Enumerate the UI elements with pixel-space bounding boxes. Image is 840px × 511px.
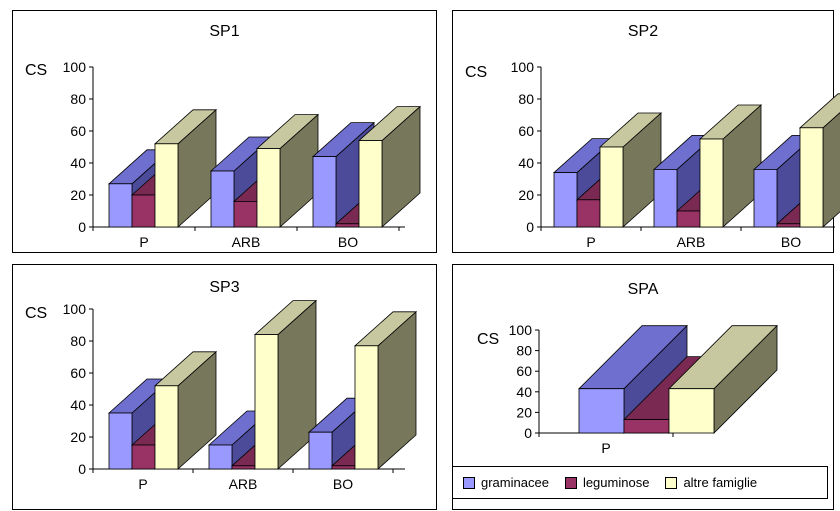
chart-title: SPA xyxy=(627,281,659,298)
y-tick-label: 60 xyxy=(516,363,532,379)
chart-sp3: 0 20 40 60 80 100 P ARB BO xyxy=(63,299,418,492)
bar-front xyxy=(653,168,678,228)
legend-swatch xyxy=(463,476,475,489)
legend-label: graminacee xyxy=(481,475,549,490)
bar-front xyxy=(354,345,379,470)
bar-front xyxy=(256,148,281,228)
bar-front xyxy=(599,146,624,228)
bar-altre-famiglie-arb xyxy=(255,113,320,228)
y-tick-label: 100 xyxy=(63,59,87,75)
chart-title: SP3 xyxy=(209,279,240,296)
bar-front xyxy=(254,334,279,470)
x-tick-label: P xyxy=(138,476,147,492)
bar-front xyxy=(578,388,625,434)
legend-item-altre-famiglie: altre famiglie xyxy=(665,475,757,490)
y-tick-label: 0 xyxy=(78,219,86,235)
bar-altre-famiglie-bo xyxy=(353,310,418,470)
bar-front xyxy=(308,431,333,470)
y-tick-label: 80 xyxy=(518,91,534,107)
bar-front xyxy=(358,140,383,228)
y-tick-label: 20 xyxy=(516,404,532,420)
bar-front xyxy=(208,444,233,470)
bar-front xyxy=(553,172,578,228)
bar-front xyxy=(776,223,801,228)
bar-front xyxy=(331,465,356,470)
y-axis-label: CS xyxy=(477,331,500,348)
bar-front xyxy=(668,388,715,434)
chart-spa: 0 20 40 60 80 100 P xyxy=(509,322,778,456)
y-axis-label: CS xyxy=(465,64,488,81)
chart-panel-sp3: SP3 CS 0 20 40 60 80 100 P ARB BO xyxy=(12,264,437,510)
bar-front xyxy=(108,412,133,470)
y-tick-label: 40 xyxy=(516,384,532,400)
chart-panel-sp2: SP2 CS 0 20 40 60 80 100 P ARB BO xyxy=(452,10,840,253)
bar-altre-famiglie-p xyxy=(153,350,218,470)
bar-front xyxy=(131,194,156,228)
x-tick-label: BO xyxy=(338,234,358,250)
bar-front xyxy=(676,210,701,228)
y-tick-label: 0 xyxy=(78,461,86,477)
x-tick-label: P xyxy=(601,440,610,456)
chart-panel-sp1: SP1 CS 0 20 40 60 80 100 P ARB BO xyxy=(12,10,437,253)
bar-altre-famiglie-bo xyxy=(798,93,840,228)
y-tick-label: 80 xyxy=(70,333,86,349)
chart-legend: graminacee leguminose altre famiglie xyxy=(452,466,828,499)
chart-sp1: 0 20 40 60 80 100 P ARB BO xyxy=(63,59,422,250)
bar-altre-famiglie-arb xyxy=(253,299,318,470)
bar-front xyxy=(231,465,256,470)
bar-altre-famiglie-p xyxy=(153,108,218,228)
bar-front xyxy=(154,143,179,228)
y-tick-label: 100 xyxy=(63,301,87,317)
x-tick-label: BO xyxy=(333,476,353,492)
legend-item-leguminose: leguminose xyxy=(564,475,650,490)
bar-altre-famiglie-bo xyxy=(357,105,422,228)
x-tick-label: ARB xyxy=(232,234,261,250)
legend-item-graminacee: graminacee xyxy=(463,475,549,490)
y-tick-label: 20 xyxy=(70,429,86,445)
bar-front xyxy=(335,223,360,228)
y-tick-label: 100 xyxy=(509,322,533,338)
chart-title: SP1 xyxy=(209,23,240,40)
y-tick-label: 80 xyxy=(70,91,86,107)
bar-altre-famiglie-p xyxy=(668,324,778,434)
y-axis-label: CS xyxy=(25,305,48,322)
x-tick-label: BO xyxy=(781,234,801,250)
bar-altre-famiglie-arb xyxy=(698,104,763,228)
bar-front xyxy=(623,419,670,434)
y-axis-label: CS xyxy=(25,62,48,79)
bar-front xyxy=(699,138,724,228)
bar-front xyxy=(576,199,601,228)
y-tick-label: 100 xyxy=(511,59,535,75)
y-tick-label: 60 xyxy=(70,365,86,381)
x-tick-label: ARB xyxy=(229,476,258,492)
y-tick-label: 80 xyxy=(516,343,532,359)
y-tick-label: 60 xyxy=(70,123,86,139)
y-tick-label: 20 xyxy=(70,187,86,203)
legend-swatch xyxy=(564,476,577,489)
chart-title: SP2 xyxy=(627,23,659,40)
bar-front xyxy=(210,170,235,228)
bar-front xyxy=(108,183,133,228)
bar-front xyxy=(131,444,156,470)
legend-swatch xyxy=(665,476,678,489)
bar-front xyxy=(233,200,258,228)
x-tick-label: P xyxy=(139,234,148,250)
y-tick-label: 20 xyxy=(518,187,534,203)
x-tick-label: P xyxy=(586,234,595,250)
bar-altre-famiglie-p xyxy=(598,112,663,228)
y-tick-label: 40 xyxy=(518,155,534,171)
y-tick-label: 0 xyxy=(526,219,534,235)
bar-front xyxy=(154,385,179,470)
legend-label: altre famiglie xyxy=(683,475,758,490)
y-tick-label: 40 xyxy=(70,155,86,171)
legend-label: leguminose xyxy=(582,475,650,490)
chart-sp2: 0 20 40 60 80 100 P ARB BO xyxy=(511,59,840,250)
y-tick-label: 60 xyxy=(518,123,534,139)
y-tick-label: 0 xyxy=(524,425,532,441)
bar-front xyxy=(799,127,824,228)
x-tick-label: ARB xyxy=(677,234,706,250)
y-tick-label: 40 xyxy=(70,397,86,413)
bar-front xyxy=(312,156,337,228)
bar-front xyxy=(753,168,778,228)
